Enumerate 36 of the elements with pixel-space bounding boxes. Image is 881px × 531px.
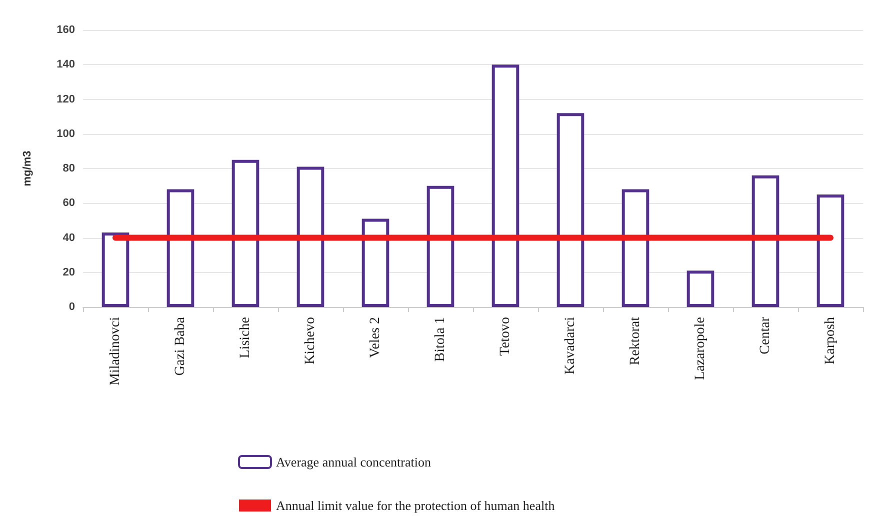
legend-label: Average annual concentration [276, 454, 432, 470]
bar [816, 194, 844, 307]
bar [426, 186, 454, 307]
y-tick-label: 160 [56, 24, 75, 36]
bar [492, 64, 520, 307]
y-tick-label: 100 [56, 128, 75, 140]
bar [296, 166, 324, 307]
y-tick-label: 60 [62, 197, 75, 210]
bar [622, 189, 650, 307]
y-tick-label: 0 [68, 301, 75, 313]
x-tick-label: Lazaropole [693, 317, 708, 380]
x-tick-label: Miladinovci [108, 316, 123, 386]
legend-label: Annual limit value for the protection of human health [276, 498, 556, 513]
y-axis-title: mg/m3 [22, 150, 34, 186]
y-tick-label: 140 [56, 58, 75, 71]
bar [556, 113, 584, 307]
bar [102, 232, 130, 307]
x-tick-label: Lisiche [238, 317, 253, 358]
x-tick-label: Gazi Baba [173, 316, 188, 376]
x-tick-label: Tetovo [498, 317, 513, 356]
bar [166, 189, 194, 307]
bar [686, 270, 714, 307]
y-tick-label: 80 [62, 162, 75, 174]
y-tick-label: 20 [62, 266, 75, 278]
x-tick-label: Centar [758, 316, 773, 354]
x-tick-label: Rektorat [628, 316, 643, 366]
y-tick-label: 120 [56, 93, 75, 106]
x-tick-label: Kavadarci [563, 316, 578, 375]
x-tick-label: Veles 2 [368, 317, 383, 358]
x-tick-label: Karposh [823, 317, 838, 364]
bar [362, 218, 390, 307]
bar [232, 160, 260, 307]
x-tick-label: Bitola 1 [433, 317, 448, 362]
y-tick-label: 40 [62, 232, 75, 244]
x-tick-label: Kichevo [303, 317, 318, 364]
bar [752, 175, 780, 307]
